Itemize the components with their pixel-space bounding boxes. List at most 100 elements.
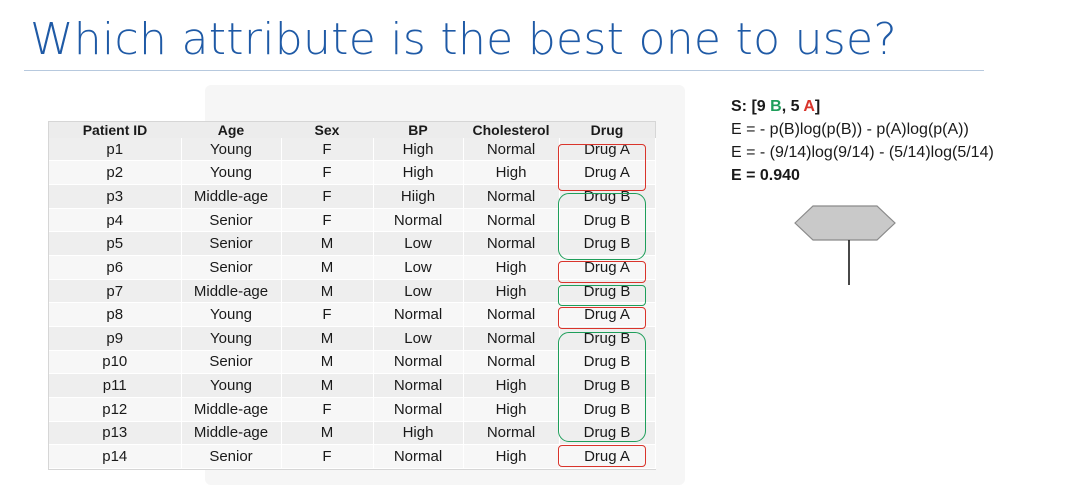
header-patient-id: Patient ID (82, 122, 148, 138)
cholesterol-cell: Normal (463, 326, 560, 351)
header-bp: BP (408, 122, 428, 138)
cholesterol-cell: Normal (463, 138, 560, 162)
drug-label: Drug A (584, 448, 630, 466)
patient-id-cell: p2 (49, 160, 182, 186)
drug-cell: Drug B (559, 350, 656, 375)
age-cell: Young (181, 160, 282, 186)
patient-id-cell: p14 (49, 444, 182, 469)
bp-cell: Normal (373, 373, 464, 398)
patient-id-cell: p5 (49, 231, 182, 257)
age-cell: Young (181, 326, 282, 351)
drug-label: Drug A (584, 140, 630, 158)
drug-cell: Drug B (559, 231, 656, 257)
drug-cell: Drug B (559, 184, 656, 209)
drug-cell: Drug A (559, 444, 656, 469)
table-row: p3 Middle-age F Hiigh Normal Drug B (49, 184, 656, 209)
age-cell: Middle-age (181, 397, 282, 422)
drug-cell: Drug B (559, 373, 656, 398)
entropy-formula: E = - p(B)log(p(B)) - p(A)log(p(A)) (731, 121, 969, 138)
bp-cell: Low (373, 255, 464, 280)
header-cholesterol: Cholesterol (472, 122, 550, 138)
bp-cell: High (373, 421, 464, 446)
table-row: p1 Young F High Normal Drug A (49, 138, 656, 162)
bp-cell: High (373, 160, 464, 186)
title-divider (24, 70, 984, 71)
table-row: p4 Senior F Normal Normal Drug B (49, 208, 656, 233)
age-cell: Senior (181, 208, 282, 233)
patient-id-cell: p11 (49, 373, 182, 398)
cholesterol-cell: Normal (463, 231, 560, 257)
patient-id-cell: p13 (49, 421, 182, 446)
drug-label: Drug B (583, 211, 631, 229)
drug-label: Drug B (583, 377, 631, 395)
sex-cell: M (281, 373, 374, 398)
drug-cell: Drug B (559, 208, 656, 233)
age-cell: Senior (181, 350, 282, 375)
entropy-panel: S: [9 B, 5 A] E = - p(B)log(p(B)) - p(A)… (731, 95, 994, 187)
drug-cell: Drug B (559, 421, 656, 446)
drug-label: Drug B (583, 282, 631, 300)
drug-cell: Drug B (559, 279, 656, 304)
drug-label: Drug B (583, 187, 631, 205)
drug-cell: Drug A (559, 138, 656, 162)
drug-label: Drug A (584, 164, 630, 182)
root-node-hexagon (794, 205, 896, 241)
cholesterol-cell: Normal (463, 184, 560, 209)
age-cell: Young (181, 302, 282, 327)
drug-cell: Drug A (559, 255, 656, 280)
drug-label: Drug A (584, 306, 630, 324)
drug-label: Drug B (583, 400, 631, 418)
sex-cell: F (281, 444, 374, 469)
cholesterol-cell: High (463, 444, 560, 469)
bp-cell: Hiigh (373, 184, 464, 209)
sample-set-label: S: [9 B, 5 A] (731, 98, 821, 115)
patient-table: Patient ID Age Sex BP Cholesterol Drug p… (48, 121, 656, 470)
cholesterol-cell: High (463, 279, 560, 304)
drug-a-count-label: A (803, 98, 815, 115)
drug-b-count-label: B (770, 98, 782, 115)
table-row: p9 Young M Low Normal Drug B (49, 326, 656, 351)
drug-label: Drug A (584, 258, 630, 276)
sex-cell: M (281, 326, 374, 351)
drug-label: Drug B (583, 424, 631, 442)
entropy-substituted: E = - (9/14)log(9/14) - (5/14)log(5/14) (731, 144, 994, 161)
table-row: p8 Young F Normal Normal Drug A (49, 302, 656, 327)
decision-tree-node (794, 205, 896, 285)
table-row: p7 Middle-age M Low High Drug B (49, 279, 656, 304)
bp-cell: Low (373, 279, 464, 304)
sex-cell: F (281, 208, 374, 233)
table-row: p2 Young F High High Drug A (49, 160, 656, 186)
age-cell: Middle-age (181, 184, 282, 209)
bp-cell: Normal (373, 444, 464, 469)
patient-id-cell: p1 (49, 138, 182, 162)
header-age: Age (217, 122, 245, 138)
sex-cell: F (281, 302, 374, 327)
sex-cell: M (281, 350, 374, 375)
age-cell: Senior (181, 444, 282, 469)
age-cell: Senior (181, 255, 282, 280)
table-row: p6 Senior M Low High Drug A (49, 255, 656, 280)
bp-cell: High (373, 138, 464, 162)
patient-id-cell: p7 (49, 279, 182, 304)
cholesterol-cell: Normal (463, 302, 560, 327)
entropy-result: E = 0.940 (731, 167, 800, 184)
sex-cell: M (281, 231, 374, 257)
drug-label: Drug B (583, 329, 631, 347)
cholesterol-cell: Normal (463, 421, 560, 446)
cholesterol-cell: High (463, 255, 560, 280)
table-row: p5 Senior M Low Normal Drug B (49, 231, 656, 257)
patient-id-cell: p12 (49, 397, 182, 422)
cholesterol-cell: High (463, 397, 560, 422)
cholesterol-cell: High (463, 160, 560, 186)
age-cell: Young (181, 373, 282, 398)
table-row: p12 Middle-age F Normal High Drug B (49, 397, 656, 422)
sex-cell: F (281, 138, 374, 162)
patient-id-cell: p10 (49, 350, 182, 375)
header-drug: Drug (590, 122, 624, 138)
bp-cell: Low (373, 326, 464, 351)
age-cell: Middle-age (181, 279, 282, 304)
drug-label: Drug B (583, 235, 631, 253)
bp-cell: Normal (373, 302, 464, 327)
sex-cell: M (281, 421, 374, 446)
drug-cell: Drug B (559, 326, 656, 351)
